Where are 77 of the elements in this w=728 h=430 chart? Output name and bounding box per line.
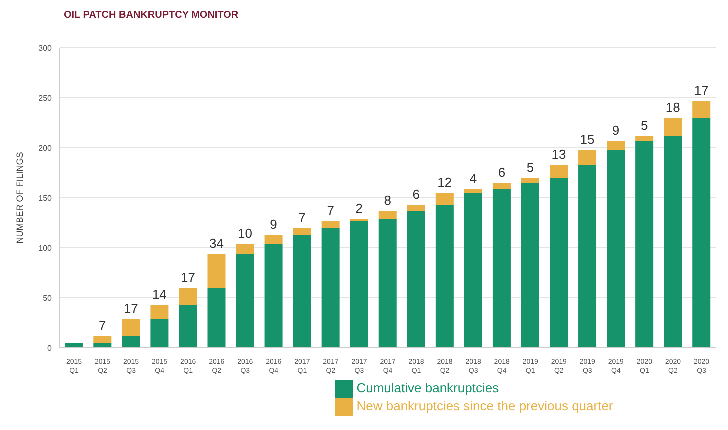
bar (350, 221, 368, 348)
bar (607, 141, 626, 150)
data-label: 17 (694, 83, 709, 98)
bar (607, 150, 626, 348)
bar (692, 118, 711, 348)
data-label: 5 (526, 160, 534, 175)
bar (293, 235, 312, 348)
bar (150, 305, 169, 319)
bar (378, 211, 397, 219)
data-label: 13 (552, 147, 566, 162)
bar (664, 118, 682, 136)
data-label: 7 (298, 210, 306, 225)
bar (636, 136, 654, 141)
bar (550, 178, 568, 348)
legend-label: Cumulative bankruptcies (356, 380, 500, 396)
bar (492, 189, 511, 348)
bar (94, 343, 112, 348)
legend-label: New bankruptcies since the previous quarter (356, 398, 614, 414)
bar (179, 305, 198, 348)
bar (464, 189, 482, 193)
bar (94, 336, 112, 343)
data-label: 34 (210, 236, 224, 251)
data-label: 9 (612, 123, 620, 138)
y-tick-label: 200 (38, 144, 53, 153)
bar (65, 343, 84, 348)
bar (208, 288, 226, 348)
bar (236, 254, 254, 348)
bar (150, 319, 169, 348)
bar (664, 136, 682, 348)
bar (208, 254, 226, 288)
bar (407, 205, 426, 211)
data-label: 4 (470, 171, 478, 186)
data-label: 2 (356, 201, 363, 216)
bar (236, 244, 254, 254)
y-tick-label: 250 (38, 94, 53, 103)
bar (293, 228, 312, 235)
data-label: 18 (666, 100, 680, 115)
data-label: 9 (270, 217, 278, 232)
bar (179, 288, 198, 305)
data-label: 5 (640, 118, 648, 133)
bar (578, 150, 597, 165)
y-tick-label: 0 (48, 344, 53, 353)
data-label: 14 (152, 287, 167, 302)
data-label: 12 (438, 175, 452, 190)
bar (464, 193, 482, 348)
bar (521, 183, 540, 348)
bar (436, 205, 454, 348)
data-label: 10 (238, 226, 252, 241)
bar (692, 101, 711, 118)
bar (492, 183, 511, 189)
data-label: 15 (580, 132, 595, 147)
y-axis-title: NUMBER OF FILINGS (15, 152, 26, 244)
bar (550, 165, 568, 178)
data-label: 7 (99, 318, 106, 333)
bar (264, 244, 283, 348)
bar (264, 235, 283, 244)
data-label: 6 (412, 187, 420, 202)
bar (122, 319, 140, 336)
data-label: 7 (327, 203, 334, 218)
y-tick-label: 300 (38, 44, 53, 53)
bar (378, 219, 397, 348)
bar (322, 228, 340, 348)
chart-title: OIL PATCH BANKRUPTCY MONITOR (64, 10, 239, 21)
y-tick-label: 150 (38, 194, 53, 203)
data-label: 17 (180, 270, 196, 285)
y-tick-label: 50 (43, 294, 53, 303)
bar (322, 221, 340, 228)
bar (436, 193, 454, 205)
bar (636, 141, 654, 348)
data-label: 6 (498, 165, 506, 180)
data-label: 17 (124, 301, 138, 316)
bar (407, 211, 426, 348)
bar (122, 336, 140, 348)
y-tick-label: 100 (38, 244, 53, 253)
data-label: 8 (384, 193, 392, 208)
bar (578, 165, 597, 348)
bar (521, 178, 540, 183)
